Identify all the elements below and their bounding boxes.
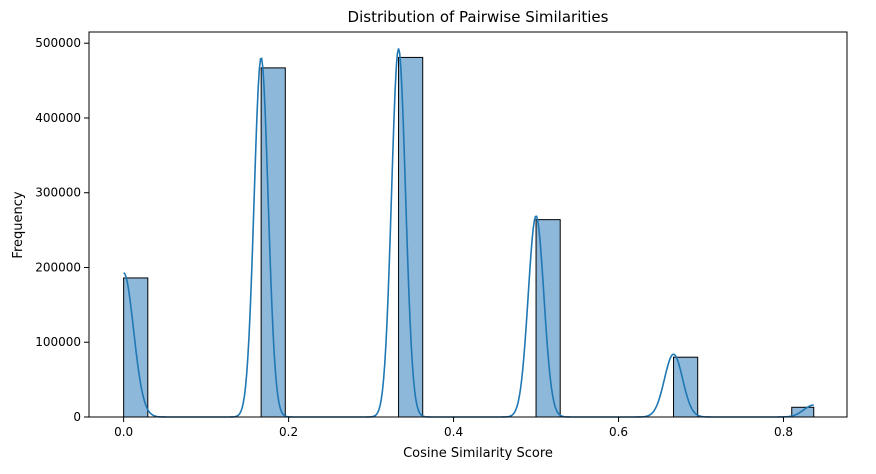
x-tick-label: 0.2 — [279, 425, 298, 439]
y-tick-label: 300000 — [35, 186, 81, 200]
x-tick-label: 0.8 — [774, 425, 793, 439]
x-tick-label: 0.0 — [114, 425, 133, 439]
plot-frame — [88, 31, 848, 418]
bars-layer — [123, 56, 815, 418]
y-axis-label: Frequency — [11, 191, 26, 258]
x-tick-label: 0.4 — [444, 425, 463, 439]
x-tick-label: 0.6 — [609, 425, 628, 439]
y-tick-label: 200000 — [35, 260, 81, 274]
histogram-bar-5 — [673, 356, 699, 418]
x-axis-label: Cosine Similarity Score — [403, 446, 553, 461]
y-tick-label: 500000 — [35, 36, 81, 50]
chart-title: Distribution of Pairwise Similarities — [348, 8, 609, 26]
kde-curve-line — [123, 48, 814, 418]
y-tick-label: 100000 — [35, 335, 81, 349]
y-tick-label: 400000 — [35, 111, 81, 125]
ticks-layer: 0.0 0.2 0.4 0.6 0.8 0 100000 200000 300000 400000… — [35, 36, 793, 439]
y-tick-label: 0 — [73, 410, 81, 424]
histogram-bar-4 — [535, 219, 561, 418]
